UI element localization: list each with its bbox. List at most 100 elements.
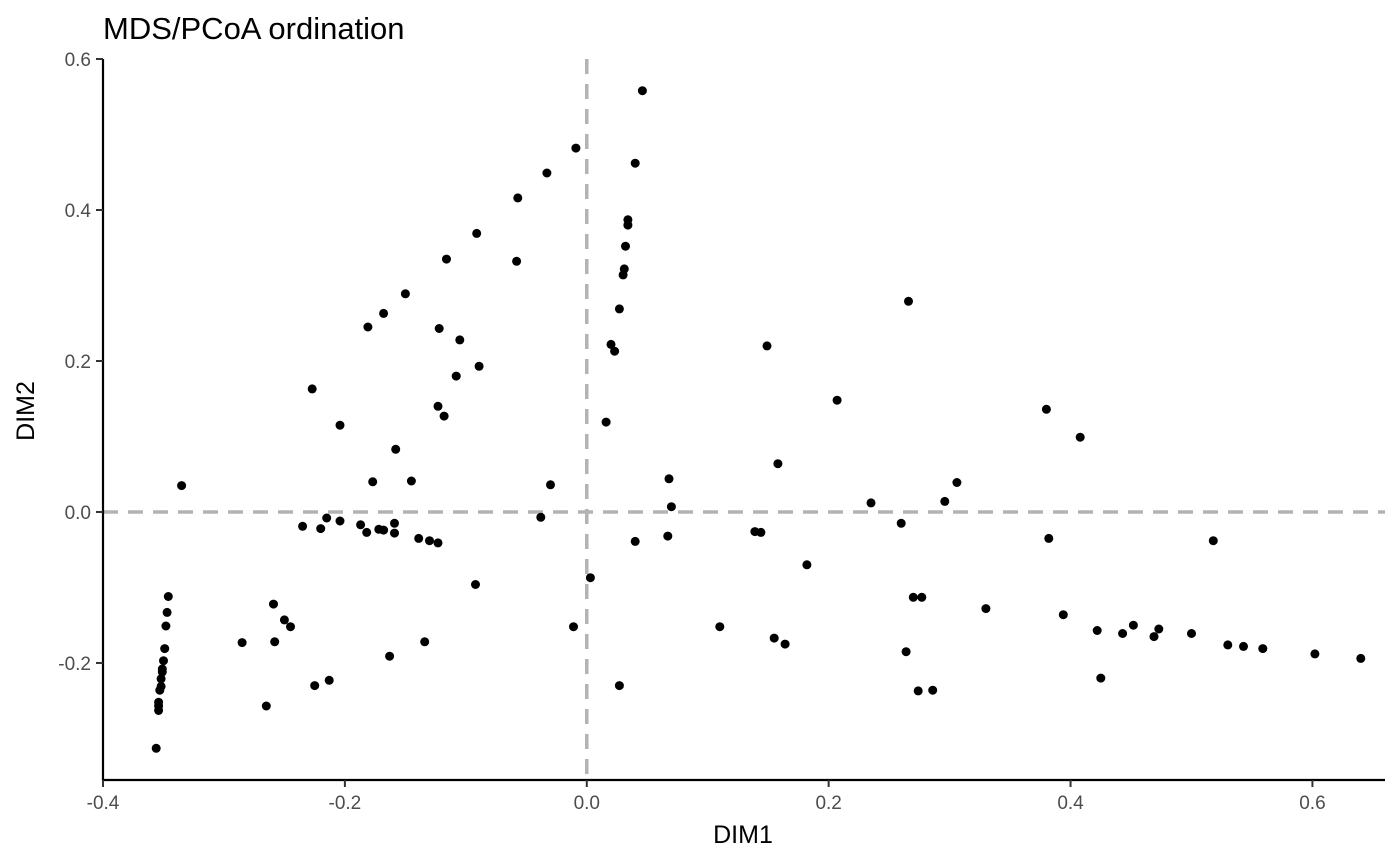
data-point bbox=[621, 241, 630, 251]
data-point bbox=[379, 525, 389, 535]
data-point bbox=[630, 158, 640, 168]
data-point bbox=[156, 674, 166, 684]
data-point bbox=[1149, 632, 1159, 642]
data-point bbox=[324, 675, 334, 685]
data-point bbox=[1044, 533, 1054, 543]
data-point bbox=[802, 560, 812, 570]
data-point bbox=[769, 633, 779, 643]
data-point bbox=[379, 308, 389, 318]
data-point bbox=[442, 254, 451, 264]
data-point bbox=[433, 538, 443, 548]
data-point bbox=[1075, 432, 1085, 442]
data-point bbox=[286, 622, 295, 632]
data-point bbox=[1128, 620, 1138, 630]
data-point bbox=[161, 621, 171, 631]
data-point bbox=[335, 420, 345, 430]
data-point bbox=[637, 86, 647, 96]
data-point bbox=[160, 644, 170, 654]
data-point bbox=[569, 622, 578, 632]
data-point bbox=[390, 528, 399, 538]
data-point bbox=[1223, 640, 1233, 650]
data-point bbox=[1208, 536, 1218, 546]
data-point bbox=[623, 220, 633, 230]
chart-title: MDS/PCoA ordination bbox=[103, 11, 405, 46]
data-point bbox=[177, 481, 187, 491]
data-point bbox=[363, 322, 373, 332]
data-point bbox=[1096, 673, 1106, 683]
x-tick-label: 0.0 bbox=[574, 793, 600, 814]
data-point bbox=[536, 512, 546, 522]
data-point bbox=[663, 531, 673, 541]
data-point bbox=[1356, 653, 1366, 663]
data-point bbox=[606, 339, 616, 349]
data-point bbox=[904, 296, 913, 306]
data-point bbox=[1187, 629, 1196, 638]
data-point bbox=[162, 607, 172, 617]
data-point bbox=[322, 513, 332, 523]
data-point bbox=[420, 637, 430, 647]
data-point bbox=[385, 651, 395, 661]
data-point bbox=[1258, 644, 1268, 654]
data-point bbox=[601, 417, 611, 427]
data-point bbox=[310, 681, 320, 691]
data-point bbox=[414, 533, 424, 543]
data-point bbox=[1118, 629, 1128, 638]
data-point bbox=[151, 743, 161, 753]
data-point bbox=[390, 518, 399, 528]
data-point bbox=[391, 444, 401, 454]
y-tick-label: -0.2 bbox=[58, 654, 91, 675]
data-point bbox=[940, 496, 950, 506]
data-point bbox=[406, 476, 416, 486]
data-point bbox=[756, 527, 766, 537]
x-tick-label: -0.2 bbox=[329, 793, 362, 814]
data-point bbox=[434, 324, 444, 333]
data-point bbox=[439, 411, 449, 421]
data-point bbox=[614, 304, 624, 314]
data-point bbox=[664, 474, 674, 484]
y-tick-label: 0.0 bbox=[65, 503, 91, 524]
data-point bbox=[832, 395, 842, 405]
data-point bbox=[362, 527, 372, 537]
data-point bbox=[1041, 404, 1051, 414]
data-point bbox=[908, 592, 918, 602]
x-axis-title: DIM1 bbox=[713, 821, 773, 849]
data-point bbox=[666, 502, 676, 512]
data-point bbox=[335, 516, 345, 526]
data-point bbox=[773, 459, 783, 469]
y-tick-label: 0.6 bbox=[65, 50, 91, 71]
data-point bbox=[513, 193, 523, 203]
x-tick-label: -0.4 bbox=[87, 793, 120, 814]
data-point bbox=[269, 599, 278, 609]
data-point bbox=[307, 384, 317, 394]
data-point bbox=[585, 573, 595, 583]
data-point bbox=[901, 647, 911, 657]
data-point bbox=[571, 143, 581, 153]
data-point bbox=[1154, 624, 1164, 634]
y-axis-title: DIM2 bbox=[12, 381, 40, 441]
data-point bbox=[472, 228, 482, 238]
data-point bbox=[1310, 649, 1320, 659]
x-axis-ticks: -0.4 -0.2 0.0 0.2 0.4 0.6 bbox=[87, 780, 1326, 814]
data-point bbox=[237, 638, 247, 648]
y-tick-label: 0.2 bbox=[65, 352, 91, 373]
data-point bbox=[155, 685, 165, 695]
data-point bbox=[163, 592, 173, 601]
data-point bbox=[917, 592, 927, 602]
data-point bbox=[614, 681, 624, 691]
data-point bbox=[261, 701, 271, 711]
data-point bbox=[546, 480, 555, 490]
data-point bbox=[1239, 641, 1248, 651]
data-point bbox=[455, 335, 465, 345]
data-point bbox=[896, 518, 906, 528]
reference-lines bbox=[103, 59, 1385, 780]
data-point bbox=[952, 478, 962, 487]
x-tick-label: 0.6 bbox=[1299, 793, 1325, 814]
data-point bbox=[157, 667, 167, 677]
data-point bbox=[928, 685, 938, 695]
data-point bbox=[618, 270, 628, 280]
x-tick-label: 0.2 bbox=[815, 793, 841, 814]
data-point bbox=[913, 686, 923, 696]
x-tick-label: 0.4 bbox=[1057, 793, 1084, 814]
data-point bbox=[630, 536, 640, 546]
